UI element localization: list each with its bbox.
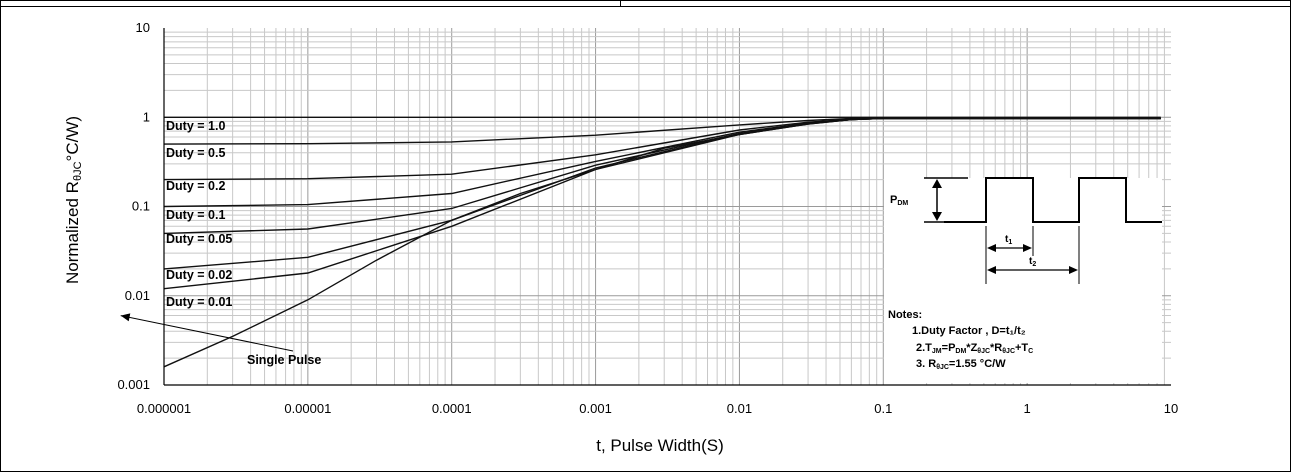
pdm-label-sub: DM (897, 200, 908, 207)
x-tick-label: 0.001 (579, 401, 612, 416)
axes (163, 28, 1171, 386)
series-line (163, 117, 1161, 368)
t2-arrow-right (1069, 266, 1078, 274)
series-label: Duty = 0.1 (166, 208, 225, 222)
annotation-single-pulse: Single Pulse (247, 353, 321, 367)
x-tick-label: 1 (1024, 401, 1031, 416)
note-2-a: 2.T (916, 342, 932, 354)
series-layer (163, 116, 1161, 368)
t1-arrow-right (1023, 244, 1032, 252)
note-2-d: DM (955, 348, 966, 355)
x-tick-label: 0.01 (727, 401, 752, 416)
pdm-arrow-down (932, 212, 942, 221)
inset-diagram: PDM t1 t2 Notes: 1.Duty Factor , D=t₁/t₂… (884, 177, 1162, 383)
single-pulse-annotation: Single Pulse (120, 313, 321, 367)
note-2: 2.TJM=PDM*ZθJC*RθJC+TC (916, 342, 1033, 355)
note-2-e: *Z (966, 342, 977, 354)
note-2-f: θJC (977, 348, 990, 355)
series-label: Duty = 0.2 (166, 179, 225, 193)
note-2-g: *R (990, 342, 1002, 354)
y-axis-title-tail: °C/W) (63, 116, 82, 162)
x-tick-label: 0.1 (874, 401, 892, 416)
y-tick-label: 0.1 (132, 199, 150, 214)
pdm-arrow-up (932, 179, 942, 188)
annotation-arrow-line (120, 315, 294, 352)
t1-label-sub: 1 (1008, 239, 1012, 246)
x-tick-labels: 0.000001 0.00001 0.0001 0.001 0.01 0.1 1 10 (137, 401, 1178, 416)
t1-label-main: t (1005, 234, 1009, 245)
series-label: Duty = 0.01 (166, 295, 232, 309)
note-3-a: 3. R (916, 358, 936, 370)
note-2-i: +T (1015, 342, 1028, 354)
y-tick-label: 0.001 (117, 377, 150, 392)
note-2-h: θJC (1002, 348, 1015, 355)
annotation-arrowhead (120, 313, 131, 322)
note-3-c: =1.55 °C/W (949, 358, 1006, 370)
notes-title: Notes: (888, 309, 922, 321)
t1-arrow-left (987, 244, 996, 252)
note-2-c: =P (942, 342, 956, 354)
t1-label: t1 (1005, 234, 1012, 246)
t2-label-main: t (1029, 256, 1033, 267)
series-labels: Duty = 1.0 Duty = 0.5 Duty = 0.2 Duty = 0.1… (166, 119, 232, 309)
y-axis-title-sub: θJC (72, 161, 84, 181)
x-tick-label: 0.000001 (137, 401, 191, 416)
y-tick-label: 1 (143, 109, 150, 124)
series-label: Duty = 0.02 (166, 268, 232, 282)
note-2-j: C (1028, 348, 1033, 355)
inset-background (884, 178, 1162, 383)
y-tick-labels: 10 1 0.1 0.01 0.001 (117, 20, 150, 392)
y-axis-title: Normalized RθJC°C/W) (63, 116, 84, 284)
pulse-waveform (944, 177, 1162, 223)
note-3: 3. RθJC=1.55 °C/W (916, 358, 1006, 371)
note-3-b: θJC (936, 364, 949, 371)
t2-label-sub: 2 (1032, 261, 1036, 268)
x-axis-title: t, Pulse Width(S) (596, 436, 724, 455)
y-tick-label: 0.01 (125, 288, 150, 303)
t2-label: t2 (1029, 256, 1036, 268)
y-axis-title-main: Normalized R (63, 181, 82, 284)
pdm-label: PDM (890, 194, 908, 207)
series-label: Duty = 0.5 (166, 146, 225, 160)
x-tick-label: 0.0001 (432, 401, 472, 416)
y-tick-label: 10 (136, 20, 150, 35)
x-tick-label: 10 (1164, 401, 1178, 416)
note-2-b: JM (932, 348, 942, 355)
t2-arrow-left (987, 266, 996, 274)
x-tick-label: 0.00001 (284, 401, 331, 416)
series-label: Duty = 0.05 (166, 232, 232, 246)
note-1: 1.Duty Factor , D=t₁/t₂ (912, 325, 1026, 337)
pdm-label-main: P (890, 194, 897, 206)
series-label: Duty = 1.0 (166, 119, 225, 133)
